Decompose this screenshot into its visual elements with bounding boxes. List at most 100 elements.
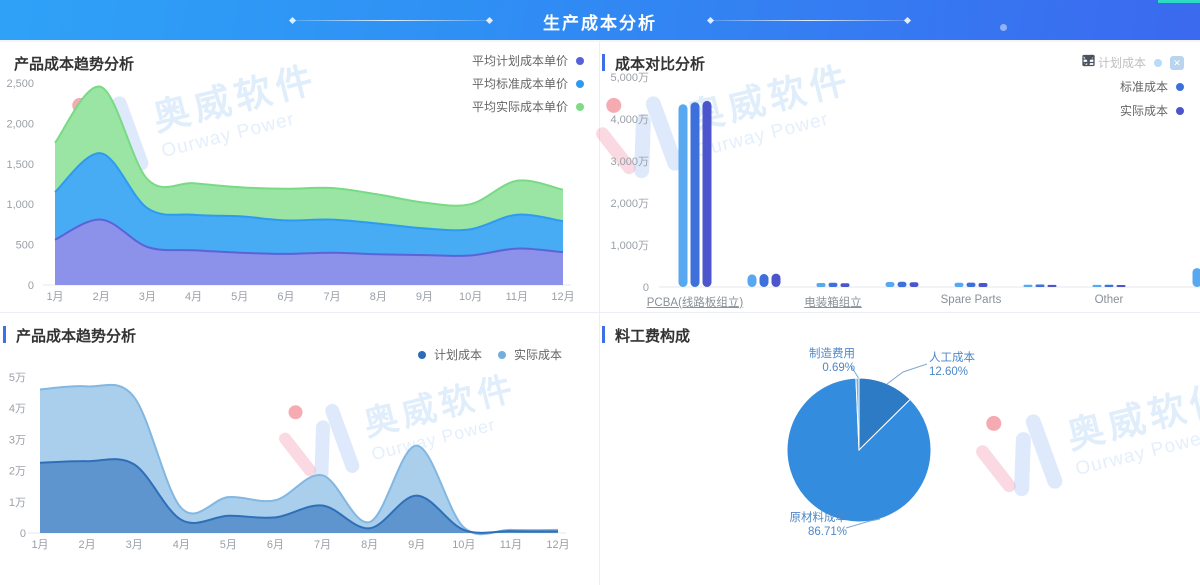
panel-title: 料工费构成 xyxy=(615,328,691,345)
panel-cost-compare: 成本对比分析 0 1,000万 2,000万 3,000万 4,000万 5,000万 P… xyxy=(599,42,1200,312)
svg-text:1万: 1万 xyxy=(9,497,26,509)
panel-product-cost-trend-bottom: 产品成本趋势分析 0 1万 2万 3万 4万 5万 1月 2月 3月 4月 5月 6月 7月 8月 9月 10… xyxy=(0,314,598,585)
legend-dot xyxy=(1176,82,1184,91)
svg-text:0: 0 xyxy=(20,528,26,540)
page-title: 生产成本分析 xyxy=(543,14,657,33)
panel-title: 产品成本趋势分析 xyxy=(14,56,135,73)
title-accent-bar xyxy=(602,54,605,71)
title-accent-bar xyxy=(602,326,605,343)
header-decor-line-right xyxy=(706,16,912,25)
title-accent-bar xyxy=(3,326,6,343)
legend-label: 平均计划成本单价 xyxy=(471,54,568,68)
legend-label: 计划成本 xyxy=(1097,56,1146,70)
cost-compare-bar-chart: 0 1,000万 2,000万 3,000万 4,000万 5,000万 xyxy=(610,72,1200,294)
svg-text:8月: 8月 xyxy=(370,291,387,303)
pie-label-raw-material: 原材料成本 86.71% xyxy=(789,512,848,538)
svg-text:9月: 9月 xyxy=(408,539,425,551)
legend-item-plan-cost[interactable]: 计划成本 xyxy=(417,346,482,363)
pie-label-labor: 人工成本 12.60% xyxy=(929,352,975,378)
svg-text:5,000万: 5,000万 xyxy=(610,72,649,84)
svg-text:3月: 3月 xyxy=(126,539,143,551)
legend-item-actual-cost[interactable]: 实际成本 xyxy=(497,346,562,363)
svg-text:1,000万: 1,000万 xyxy=(610,240,649,252)
svg-text:11月: 11月 xyxy=(506,291,528,303)
legend: 计划成本 实际成本 xyxy=(417,346,562,363)
divider xyxy=(599,42,600,585)
svg-text:1月: 1月 xyxy=(31,539,48,551)
legend-item-actual-cost[interactable]: 实际成本 xyxy=(1120,102,1184,119)
decor-dot xyxy=(1000,24,1007,31)
legend-dot xyxy=(576,79,584,88)
panel-cost-composition: 料工费构成 制造费用 0.69% 人工成本 12.60% 原材料成本 86.71… xyxy=(599,314,1200,585)
legend-item-plan-unit-cost[interactable]: 平均计划成本单价 xyxy=(472,52,584,69)
pie-label-manufacturing: 制造费用 0.69% xyxy=(809,348,855,374)
svg-text:10月: 10月 xyxy=(452,539,475,551)
legend: 平均计划成本单价 平均标准成本单价 平均实际成本单价 xyxy=(472,52,584,115)
svg-text:5月: 5月 xyxy=(220,539,237,551)
panel-title: 产品成本趋势分析 xyxy=(16,328,137,345)
bar-category-label[interactable]: PCBA(线路板组立) xyxy=(646,297,744,309)
legend-label: 标准成本 xyxy=(1119,80,1168,94)
legend-dot xyxy=(1176,106,1184,115)
svg-text:1,000: 1,000 xyxy=(6,199,34,211)
legend-label: 平均实际成本单价 xyxy=(471,100,568,114)
divider xyxy=(0,40,1200,42)
svg-text:2,000万: 2,000万 xyxy=(610,198,649,210)
legend-item-actual-unit-cost[interactable]: 平均实际成本单价 xyxy=(472,98,584,115)
svg-text:6月: 6月 xyxy=(277,291,294,303)
filter-icon[interactable] xyxy=(1082,54,1095,67)
svg-text:6月: 6月 xyxy=(267,539,284,551)
svg-text:2月: 2月 xyxy=(79,539,96,551)
svg-text:12月: 12月 xyxy=(551,291,574,303)
svg-text:4月: 4月 xyxy=(185,291,202,303)
svg-text:500: 500 xyxy=(16,240,34,252)
legend-item-standard-unit-cost[interactable]: 平均标准成本单价 xyxy=(472,75,584,92)
legend-label: 实际成本 xyxy=(1119,104,1168,118)
bar-category-label: Other xyxy=(1094,294,1124,306)
legend-dot xyxy=(1154,58,1162,67)
svg-text:9月: 9月 xyxy=(416,291,433,303)
svg-text:3,000万: 3,000万 xyxy=(610,156,649,168)
legend-dot xyxy=(417,350,426,359)
legend-dot xyxy=(497,350,506,359)
trend-area-chart: 0 500 1,000 1,500 2,000 2,500 1月 2月 3月 4月 5月 6月 7月 8月… xyxy=(6,78,574,303)
legend: 计划成本 ✕ 标准成本 实际成本 xyxy=(1082,54,1184,119)
svg-text:2,000: 2,000 xyxy=(6,118,34,130)
header-decor-line-left xyxy=(288,16,494,25)
svg-text:0: 0 xyxy=(643,282,649,294)
svg-text:4,000万: 4,000万 xyxy=(610,114,649,126)
svg-text:3万: 3万 xyxy=(9,434,26,446)
svg-text:1,500: 1,500 xyxy=(6,159,34,171)
svg-text:8月: 8月 xyxy=(361,539,378,551)
svg-text:4月: 4月 xyxy=(173,539,190,551)
svg-text:7月: 7月 xyxy=(324,291,341,303)
legend-item-standard-cost[interactable]: 标准成本 xyxy=(1120,78,1184,95)
bar-category-label[interactable]: 电装箱组立 xyxy=(804,297,862,309)
svg-text:10月: 10月 xyxy=(459,291,482,303)
divider xyxy=(0,312,1200,313)
teal-corner-accent xyxy=(1158,0,1200,3)
svg-text:2万: 2万 xyxy=(9,466,26,478)
svg-text:3月: 3月 xyxy=(139,291,156,303)
legend-item-plan-cost[interactable]: 计划成本 ✕ xyxy=(1082,54,1184,71)
trend-area-chart-bottom: 0 1万 2万 3万 4万 5万 1月 2月 3月 4月 5月 6月 7月 8月 9月 10月 11月 12月 xyxy=(9,372,570,551)
svg-text:12月: 12月 xyxy=(546,539,569,551)
svg-text:2,500: 2,500 xyxy=(6,78,34,90)
overlay-icon[interactable]: ✕ xyxy=(1170,55,1184,70)
composition-pie-chart xyxy=(786,363,932,529)
svg-text:5万: 5万 xyxy=(9,372,26,384)
legend-dot xyxy=(576,56,584,65)
svg-text:5月: 5月 xyxy=(231,291,248,303)
legend-label: 实际成本 xyxy=(513,348,562,362)
svg-text:1月: 1月 xyxy=(46,291,63,303)
svg-text:2月: 2月 xyxy=(93,291,110,303)
svg-text:7月: 7月 xyxy=(314,539,331,551)
legend-label: 平均标准成本单价 xyxy=(471,77,568,91)
svg-text:4万: 4万 xyxy=(9,403,26,415)
legend-label: 计划成本 xyxy=(433,348,482,362)
panel-title: 成本对比分析 xyxy=(615,56,706,73)
bar-category-label: Spare Parts xyxy=(940,294,1002,306)
panel-product-cost-trend-top: 产品成本趋势分析 0 500 1,000 1,500 2,000 2,500 1月 2月 3月 4… xyxy=(0,42,598,312)
svg-text:11月: 11月 xyxy=(500,539,522,551)
